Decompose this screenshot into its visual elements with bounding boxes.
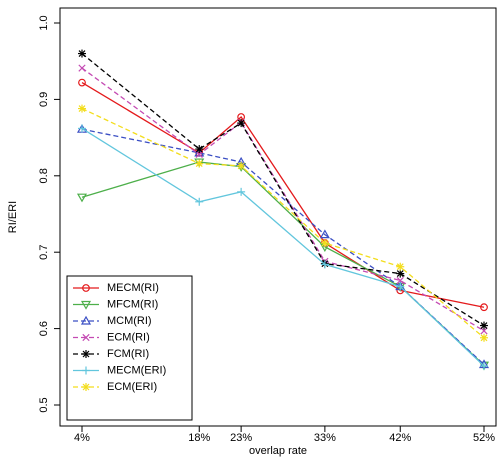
data-point	[78, 64, 86, 72]
data-point	[195, 150, 203, 159]
x-axis: 4% 18% 23% 33% 42% 52%	[74, 426, 495, 444]
data-point	[480, 321, 488, 330]
x-tick-label: 52%	[473, 432, 495, 444]
legend-item: ECM(ERI)	[73, 381, 157, 393]
x-tick-label: 4%	[74, 432, 90, 444]
legend-item: MECM(RI)	[73, 282, 159, 294]
legend-label: MCM(RI)	[107, 315, 152, 327]
y-axis-label: RI/ERI	[7, 201, 19, 233]
legend-marker	[80, 300, 92, 310]
data-point	[480, 362, 488, 371]
y-tick-label: 0.6	[38, 321, 50, 336]
data-point	[319, 229, 330, 239]
series-4	[78, 49, 488, 330]
data-point	[195, 197, 204, 206]
x-axis-label: overlap rate	[249, 445, 307, 457]
x-tick-label: 18%	[188, 432, 210, 444]
legend-item: MECM(ERI)	[73, 365, 166, 377]
data-point	[237, 119, 246, 128]
legend-label: ECM(ERI)	[107, 381, 157, 393]
data-point	[480, 333, 488, 342]
y-tick-label: 1.0	[38, 15, 50, 30]
legend-marker	[80, 315, 92, 325]
data-point	[396, 276, 404, 285]
legend-marker	[82, 284, 90, 292]
data-point	[480, 303, 488, 312]
legend-marker	[82, 333, 90, 342]
data-point	[78, 104, 86, 113]
data-point	[320, 239, 329, 248]
plot-frame	[59, 7, 497, 427]
data-point	[76, 193, 88, 203]
series-line	[81, 67, 485, 332]
series-5	[78, 124, 488, 371]
legend-label: MECM(ERI)	[107, 365, 166, 377]
legend-box	[66, 275, 193, 421]
legend-marker	[82, 383, 90, 391]
x-tick-label: 42%	[389, 432, 411, 444]
data-point	[195, 145, 204, 154]
y-tick-label: 0.5	[38, 397, 50, 412]
data-point	[78, 124, 86, 133]
data-point	[78, 78, 86, 87]
data-point	[396, 269, 405, 278]
legend-item: ECM(RI)	[73, 332, 150, 344]
legend-item: MCM(RI)	[73, 315, 152, 327]
data-point	[237, 161, 246, 170]
y-tick-label: 0.7	[38, 245, 50, 260]
series-6	[78, 104, 488, 342]
series-line	[81, 128, 485, 365]
legend-marker	[82, 366, 90, 375]
data-point	[194, 158, 205, 168]
y-tick-label: 0.8	[38, 168, 50, 183]
legend-item: FCM(RI)	[73, 348, 149, 360]
data-point	[78, 49, 86, 58]
data-point	[480, 327, 488, 335]
series-line	[81, 107, 485, 339]
legend: MECM(RI) MFCM(RI) MCM(RI) ECM(RI) FCM(RI) MEC…	[66, 275, 193, 421]
y-axis: 0.5 0.6 0.7 0.8 0.9 1.0	[38, 15, 60, 413]
series-line	[81, 82, 485, 308]
y-tick-label: 0.9	[38, 92, 50, 107]
legend-label: FCM(RI)	[107, 348, 149, 360]
data-point	[195, 159, 204, 168]
x-tick-label: 23%	[230, 432, 252, 444]
legend-label: MFCM(RI)	[107, 299, 158, 311]
data-point	[396, 262, 405, 271]
series-line	[81, 53, 485, 327]
x-tick-label: 33%	[314, 432, 336, 444]
legend-item: MFCM(RI)	[73, 299, 158, 311]
series-line	[81, 127, 485, 367]
series-layer	[76, 49, 490, 371]
data-point	[320, 260, 329, 269]
data-point	[396, 282, 405, 291]
legend-marker	[82, 350, 90, 358]
legend-label: MECM(RI)	[107, 282, 159, 294]
legend-label: ECM(RI)	[107, 332, 150, 344]
data-point	[237, 187, 246, 196]
